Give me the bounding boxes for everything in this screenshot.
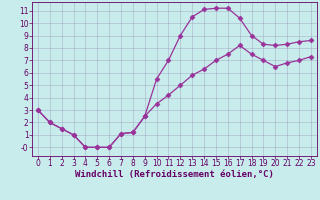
X-axis label: Windchill (Refroidissement éolien,°C): Windchill (Refroidissement éolien,°C) (75, 170, 274, 179)
